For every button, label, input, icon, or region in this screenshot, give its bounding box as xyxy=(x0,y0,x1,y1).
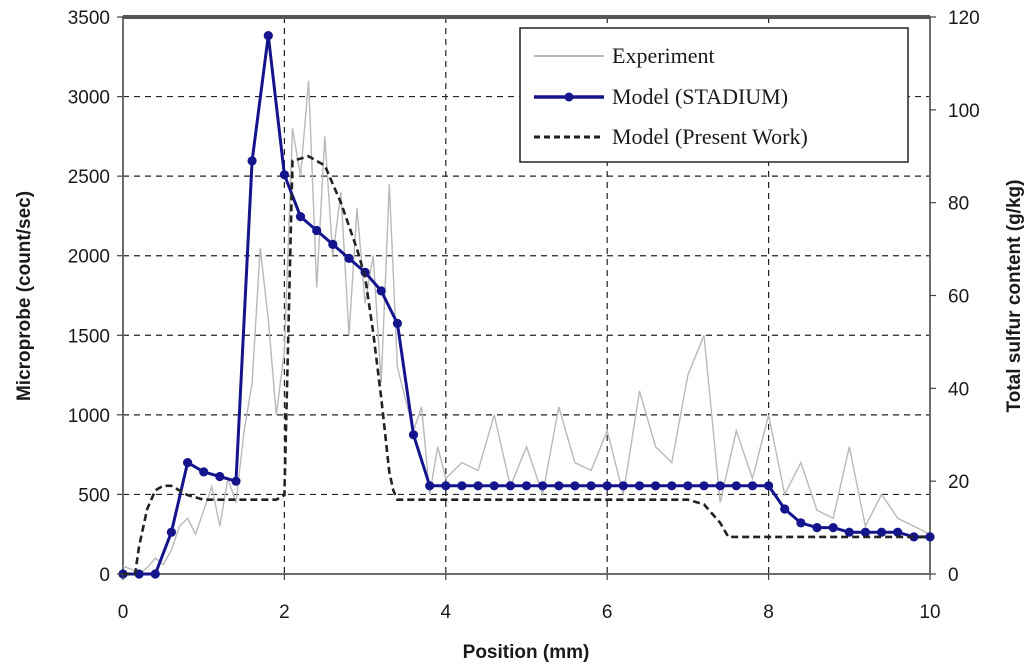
y-left-tick-label: 2500 xyxy=(68,167,110,188)
series-point-model-stadium xyxy=(425,481,435,491)
series-point-model-stadium xyxy=(731,481,741,491)
y-right-tick-label: 60 xyxy=(948,287,969,308)
series-point-model-stadium xyxy=(344,253,354,263)
series-point-model-stadium xyxy=(183,458,193,468)
series-point-model-stadium xyxy=(376,286,386,296)
legend-box xyxy=(519,27,909,163)
y-left-tick-label: 3000 xyxy=(68,88,110,109)
y-left-axis-title: Microprobe (count/sec) xyxy=(14,191,35,401)
legend-label-experiment: Experiment xyxy=(612,43,715,68)
series-line-model-present-work xyxy=(123,154,930,576)
legend: Experiment Model (STADIUM) Model (Presen… xyxy=(519,27,909,163)
series-point-model-stadium xyxy=(651,481,661,491)
x-tick-label: 10 xyxy=(919,602,940,623)
series-point-model-stadium xyxy=(860,527,871,537)
series-point-model-stadium xyxy=(747,481,758,491)
series-point-model-stadium xyxy=(570,481,580,491)
series-point-model-stadium xyxy=(263,30,273,41)
x-tick-label: 6 xyxy=(602,602,613,623)
series-point-model-stadium xyxy=(247,156,257,166)
series-point-model-stadium xyxy=(134,569,144,579)
y-right-tick-label: 0 xyxy=(948,565,959,586)
series-point-model-stadium xyxy=(877,527,887,537)
series-point-model-stadium xyxy=(150,569,160,579)
series-point-model-stadium xyxy=(441,481,451,491)
legend-marker-stadium xyxy=(564,92,574,102)
series-point-model-stadium xyxy=(618,481,628,491)
series-point-model-stadium xyxy=(392,318,402,328)
y-left-tick-label: 500 xyxy=(78,485,110,506)
series-point-model-stadium xyxy=(538,481,548,491)
series-point-model-stadium xyxy=(667,481,677,491)
x-tick-label: 2 xyxy=(279,602,290,623)
legend-label-present-work: Model (Present Work) xyxy=(612,124,808,149)
y-left-tick-label: 1500 xyxy=(68,326,110,347)
series-point-model-stadium xyxy=(780,504,790,514)
series-point-model-stadium xyxy=(893,527,903,537)
series-point-model-stadium xyxy=(199,467,209,477)
series-point-model-stadium xyxy=(312,225,322,236)
series-point-model-stadium xyxy=(215,471,225,482)
series-line-experiment xyxy=(122,80,931,575)
x-tick-label: 8 xyxy=(763,602,774,623)
series-point-model-stadium xyxy=(328,239,338,249)
series-point-model-stadium xyxy=(231,476,241,486)
series-point-model-stadium xyxy=(457,481,467,491)
series-point-model-stadium xyxy=(408,430,419,440)
series-point-model-stadium xyxy=(634,481,645,491)
series-point-model-stadium xyxy=(764,481,774,491)
y-right-axis-title: Total sulfur content (g/kg) xyxy=(1004,180,1025,413)
y-left-tick-label: 0 xyxy=(99,565,110,586)
series-point-model-stadium xyxy=(812,523,822,533)
series-point-model-stadium xyxy=(828,523,838,533)
y-right-tick-label: 100 xyxy=(948,101,980,122)
series-point-model-stadium xyxy=(166,527,176,537)
y-right-tick-label: 20 xyxy=(948,472,969,493)
series-point-model-stadium xyxy=(699,481,709,491)
x-tick-label: 0 xyxy=(118,602,129,623)
legend-label-stadium: Model (STADIUM) xyxy=(612,84,788,109)
tick-layer: 0 2 4 6 8 10050010001500200025003000350002040… xyxy=(68,8,980,623)
series-point-model-stadium xyxy=(295,212,306,222)
series-point-model-stadium xyxy=(554,481,564,491)
series-point-model-stadium xyxy=(505,481,515,491)
series-point-model-stadium xyxy=(683,481,693,491)
y-left-tick-label: 2000 xyxy=(68,247,110,268)
x-axis-title: Position (mm) xyxy=(463,642,590,663)
series-point-model-stadium xyxy=(279,170,289,180)
series-point-model-stadium xyxy=(715,481,725,491)
series-point-model-stadium xyxy=(796,518,806,528)
x-tick-label: 4 xyxy=(441,602,452,623)
y-left-tick-label: 1000 xyxy=(68,406,110,427)
series-point-model-stadium xyxy=(586,481,596,491)
y-right-tick-label: 120 xyxy=(948,8,980,29)
y-right-tick-label: 80 xyxy=(948,194,969,215)
series-point-model-stadium xyxy=(521,481,532,491)
series-point-model-stadium xyxy=(489,481,499,491)
series-point-model-stadium xyxy=(602,481,612,491)
series-point-model-stadium xyxy=(844,527,854,537)
y-left-tick-label: 3500 xyxy=(68,8,110,29)
y-right-tick-label: 40 xyxy=(948,379,969,400)
series-point-model-stadium xyxy=(473,481,483,491)
